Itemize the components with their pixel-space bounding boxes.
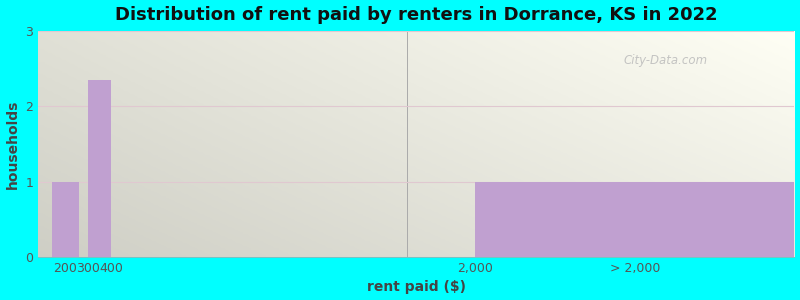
X-axis label: rent paid ($): rent paid ($) [366, 280, 466, 294]
Bar [52, 182, 79, 257]
Bar [475, 182, 794, 257]
Y-axis label: households: households [6, 99, 19, 188]
Text: City-Data.com: City-Data.com [624, 54, 708, 67]
Bar [88, 80, 111, 257]
Title: Distribution of rent paid by renters in Dorrance, KS in 2022: Distribution of rent paid by renters in … [115, 6, 718, 24]
